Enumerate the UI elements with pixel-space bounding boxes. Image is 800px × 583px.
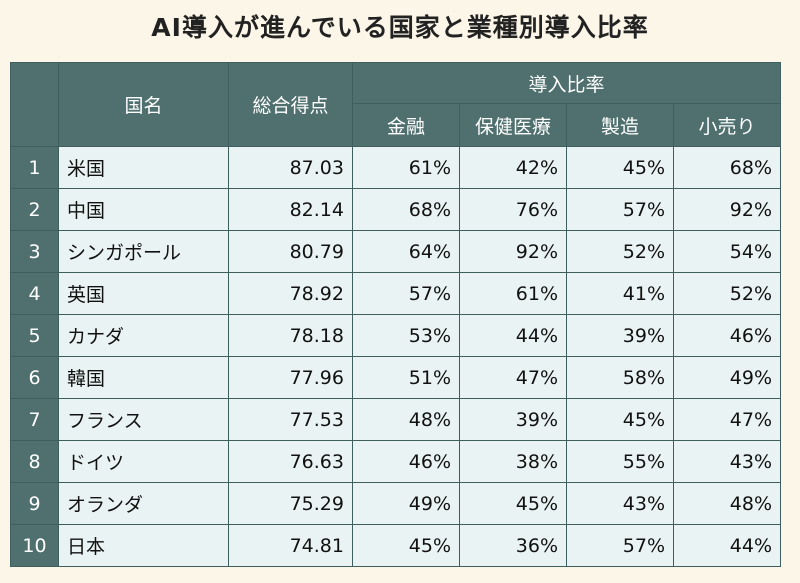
header-industry: 保健医療: [459, 103, 567, 147]
score-cell: 78.18: [228, 314, 353, 357]
header-country: 国名: [58, 62, 229, 147]
ratio-cell: 61%: [352, 146, 460, 189]
ratio-cell: 39%: [566, 314, 674, 357]
rank-cell: 3: [10, 230, 59, 273]
country-cell: オランダ: [58, 482, 229, 525]
table-row: 9 オランダ 75.29 49% 45% 43% 48%: [10, 482, 781, 525]
rank-cell: 1: [10, 146, 59, 189]
score-cell: 80.79: [228, 230, 353, 273]
ratio-cell: 49%: [673, 356, 781, 399]
ratio-cell: 57%: [566, 188, 674, 231]
ratio-cell: 57%: [352, 272, 460, 315]
score-cell: 82.14: [228, 188, 353, 231]
ratio-cell: 46%: [352, 440, 460, 483]
ratio-cell: 76%: [459, 188, 567, 231]
table-row: 5 カナダ 78.18 53% 44% 39% 46%: [10, 314, 781, 357]
ratio-cell: 44%: [673, 524, 781, 567]
ratio-cell: 61%: [459, 272, 567, 315]
header-industry: 小売り: [673, 103, 781, 147]
rank-cell: 6: [10, 356, 59, 399]
country-cell: 中国: [58, 188, 229, 231]
table-row: 3 シンガポール 80.79 64% 92% 52% 54%: [10, 230, 781, 273]
country-cell: シンガポール: [58, 230, 229, 273]
table-row: 10 日本 74.81 45% 36% 57% 44%: [10, 524, 781, 567]
rank-cell: 5: [10, 314, 59, 357]
ratio-cell: 92%: [673, 188, 781, 231]
ratio-cell: 38%: [459, 440, 567, 483]
ratio-cell: 36%: [459, 524, 567, 567]
header-score: 総合得点: [228, 62, 353, 147]
ratio-cell: 52%: [673, 272, 781, 315]
header-group: 導入比率: [352, 62, 781, 104]
ratio-cell: 49%: [352, 482, 460, 525]
data-table: 国名 総合得点 導入比率 金融 保健医療 製造 小売り 1 米国 87.03 61% 4…: [10, 62, 781, 567]
table-row: 6 韓国 77.96 51% 47% 58% 49%: [10, 356, 781, 399]
table-body: 1 米国 87.03 61% 42% 45% 68% 2 中国 82.14 68% 76% 57% 92%…: [10, 146, 781, 567]
ratio-cell: 47%: [673, 398, 781, 441]
score-cell: 87.03: [228, 146, 353, 189]
ratio-cell: 54%: [673, 230, 781, 273]
ratio-cell: 68%: [673, 146, 781, 189]
ratio-cell: 39%: [459, 398, 567, 441]
table-row: 7 フランス 77.53 48% 39% 45% 47%: [10, 398, 781, 441]
rank-cell: 10: [10, 524, 59, 567]
ratio-cell: 58%: [566, 356, 674, 399]
ratio-cell: 51%: [352, 356, 460, 399]
rank-cell: 8: [10, 440, 59, 483]
ratio-cell: 57%: [566, 524, 674, 567]
ratio-cell: 48%: [352, 398, 460, 441]
table-row: 4 英国 78.92 57% 61% 41% 52%: [10, 272, 781, 315]
rank-cell: 4: [10, 272, 59, 315]
ratio-cell: 68%: [352, 188, 460, 231]
ratio-cell: 46%: [673, 314, 781, 357]
ratio-cell: 41%: [566, 272, 674, 315]
table-row: 8 ドイツ 76.63 46% 38% 55% 43%: [10, 440, 781, 483]
country-cell: フランス: [58, 398, 229, 441]
ratio-cell: 43%: [566, 482, 674, 525]
country-cell: 韓国: [58, 356, 229, 399]
table-row: 1 米国 87.03 61% 42% 45% 68%: [10, 146, 781, 189]
rank-header: [10, 62, 59, 147]
country-cell: 英国: [58, 272, 229, 315]
header-industry: 製造: [566, 103, 674, 147]
country-cell: 日本: [58, 524, 229, 567]
country-cell: カナダ: [58, 314, 229, 357]
chart-title: AI導入が進んでいる国家と業種別導入比率: [151, 13, 649, 42]
ratio-cell: 45%: [352, 524, 460, 567]
country-cell: 米国: [58, 146, 229, 189]
ratio-cell: 42%: [459, 146, 567, 189]
score-cell: 77.53: [228, 398, 353, 441]
ratio-cell: 44%: [459, 314, 567, 357]
ratio-cell: 55%: [566, 440, 674, 483]
ratio-cell: 92%: [459, 230, 567, 273]
score-cell: 76.63: [228, 440, 353, 483]
ratio-cell: 48%: [673, 482, 781, 525]
rank-cell: 7: [10, 398, 59, 441]
ratio-cell: 45%: [459, 482, 567, 525]
ratio-cell: 43%: [673, 440, 781, 483]
score-cell: 77.96: [228, 356, 353, 399]
score-cell: 78.92: [228, 272, 353, 315]
country-cell: ドイツ: [58, 440, 229, 483]
rank-cell: 2: [10, 188, 59, 231]
ratio-cell: 47%: [459, 356, 567, 399]
rank-cell: 9: [10, 482, 59, 525]
ratio-cell: 52%: [566, 230, 674, 273]
score-cell: 74.81: [228, 524, 353, 567]
ratio-cell: 64%: [352, 230, 460, 273]
ratio-cell: 45%: [566, 146, 674, 189]
header-industry: 金融: [352, 103, 460, 147]
ratio-cell: 45%: [566, 398, 674, 441]
table-row: 2 中国 82.14 68% 76% 57% 92%: [10, 188, 781, 231]
ratio-cell: 53%: [352, 314, 460, 357]
score-cell: 75.29: [228, 482, 353, 525]
